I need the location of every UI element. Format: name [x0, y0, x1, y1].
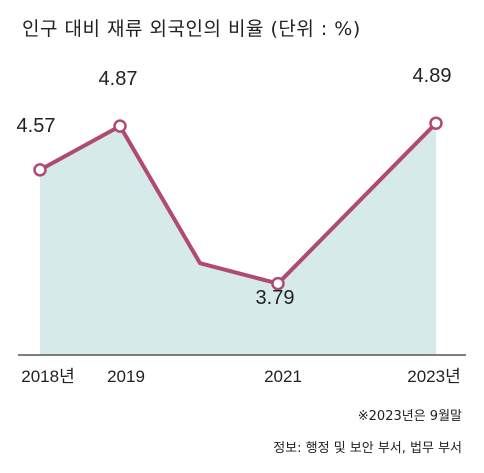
- point-markers: [33, 116, 443, 291]
- point-marker-2018: [33, 163, 47, 177]
- period-note: ※2023년은 9월말: [357, 409, 462, 424]
- point-marker-2023: [429, 116, 443, 130]
- x-tick-label-2018: 2018년: [21, 367, 74, 386]
- data-labels: 4.57 4.87 3.79 4.89: [17, 65, 452, 309]
- chart-title: 인구 대비 재류 외국인의 비율 (단위 : %): [22, 18, 361, 40]
- series-line: [38, 121, 438, 286]
- source-note: 정보: 행정 및 보안 부서, 법무 부서: [273, 441, 462, 456]
- data-label-2019: 4.87: [99, 68, 138, 90]
- area-fill: [40, 123, 436, 356]
- data-label-2023: 4.89: [413, 65, 452, 87]
- point-marker-2021: [271, 276, 285, 291]
- x-tick-label-2023: 2023년: [407, 367, 460, 386]
- x-tick-label-2019: 2019: [107, 367, 145, 386]
- data-label-2018: 4.57: [17, 115, 56, 137]
- x-tick-label-2021: 2021: [264, 367, 302, 386]
- data-label-2021: 3.79: [256, 287, 295, 309]
- x-tick-labels: 2018년 2019 2021 2023년: [21, 367, 460, 386]
- point-marker-2019: [113, 119, 127, 133]
